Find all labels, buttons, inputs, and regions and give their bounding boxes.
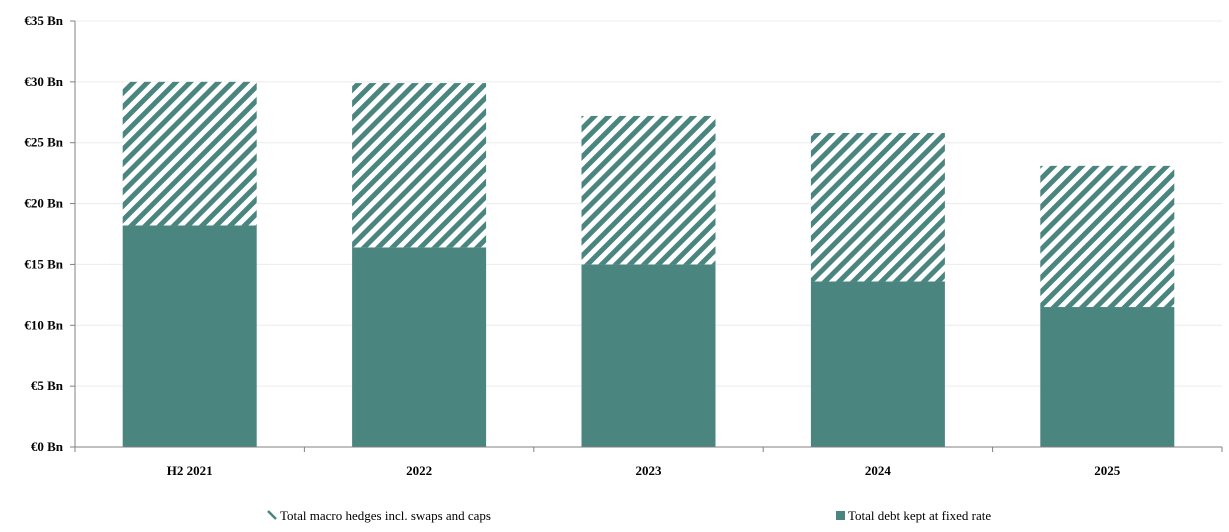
legend-swatch-macro-hedges: [267, 510, 277, 520]
bar-macro-hedges: [581, 115, 716, 265]
y-tick-label: €10 Bn: [24, 317, 63, 332]
bar-fixed-rate: [122, 225, 257, 447]
bar-fixed-rate: [810, 281, 945, 447]
y-tick-label: €0 Bn: [31, 439, 64, 454]
y-tick-label: €5 Bn: [31, 378, 64, 393]
bar-macro-hedges: [352, 83, 487, 248]
bar-fixed-rate: [352, 247, 487, 447]
y-axis: €0 Bn €5 Bn €10 Bn €15 Bn €20 Bn €25 Bn €30 Bn…: [24, 13, 76, 454]
legend-swatch-stripe: [267, 510, 277, 520]
x-tick-label: 2022: [406, 463, 432, 478]
y-tick-label: €20 Bn: [24, 196, 63, 211]
legend-label: Total debt kept at fixed rate: [848, 508, 991, 523]
y-tick-label: €35 Bn: [24, 13, 63, 28]
y-tick-label: €15 Bn: [24, 256, 63, 271]
x-tick-label: 2023: [636, 463, 663, 478]
y-tick-label: €25 Bn: [24, 135, 63, 150]
x-axis: H2 2021 2022 2023 2024 2025: [74, 446, 1223, 478]
bar-macro-hedges: [1040, 165, 1175, 308]
legend-swatch-fixed-rate: [836, 511, 845, 520]
bar-macro-hedges: [810, 132, 945, 282]
bars: [122, 81, 1175, 447]
legend-label: Total macro hedges incl. swaps and caps: [280, 508, 491, 523]
y-tick-label: €30 Bn: [24, 74, 63, 89]
x-tick-label: 2025: [1094, 463, 1121, 478]
bar-fixed-rate: [581, 264, 716, 447]
bar-macro-hedges: [122, 81, 257, 226]
legend: Total macro hedges incl. swaps and caps T…: [267, 508, 991, 523]
x-tick-label: 2024: [865, 463, 892, 478]
bar-fixed-rate: [1040, 307, 1175, 447]
x-tick-label: H2 2021: [167, 463, 213, 478]
